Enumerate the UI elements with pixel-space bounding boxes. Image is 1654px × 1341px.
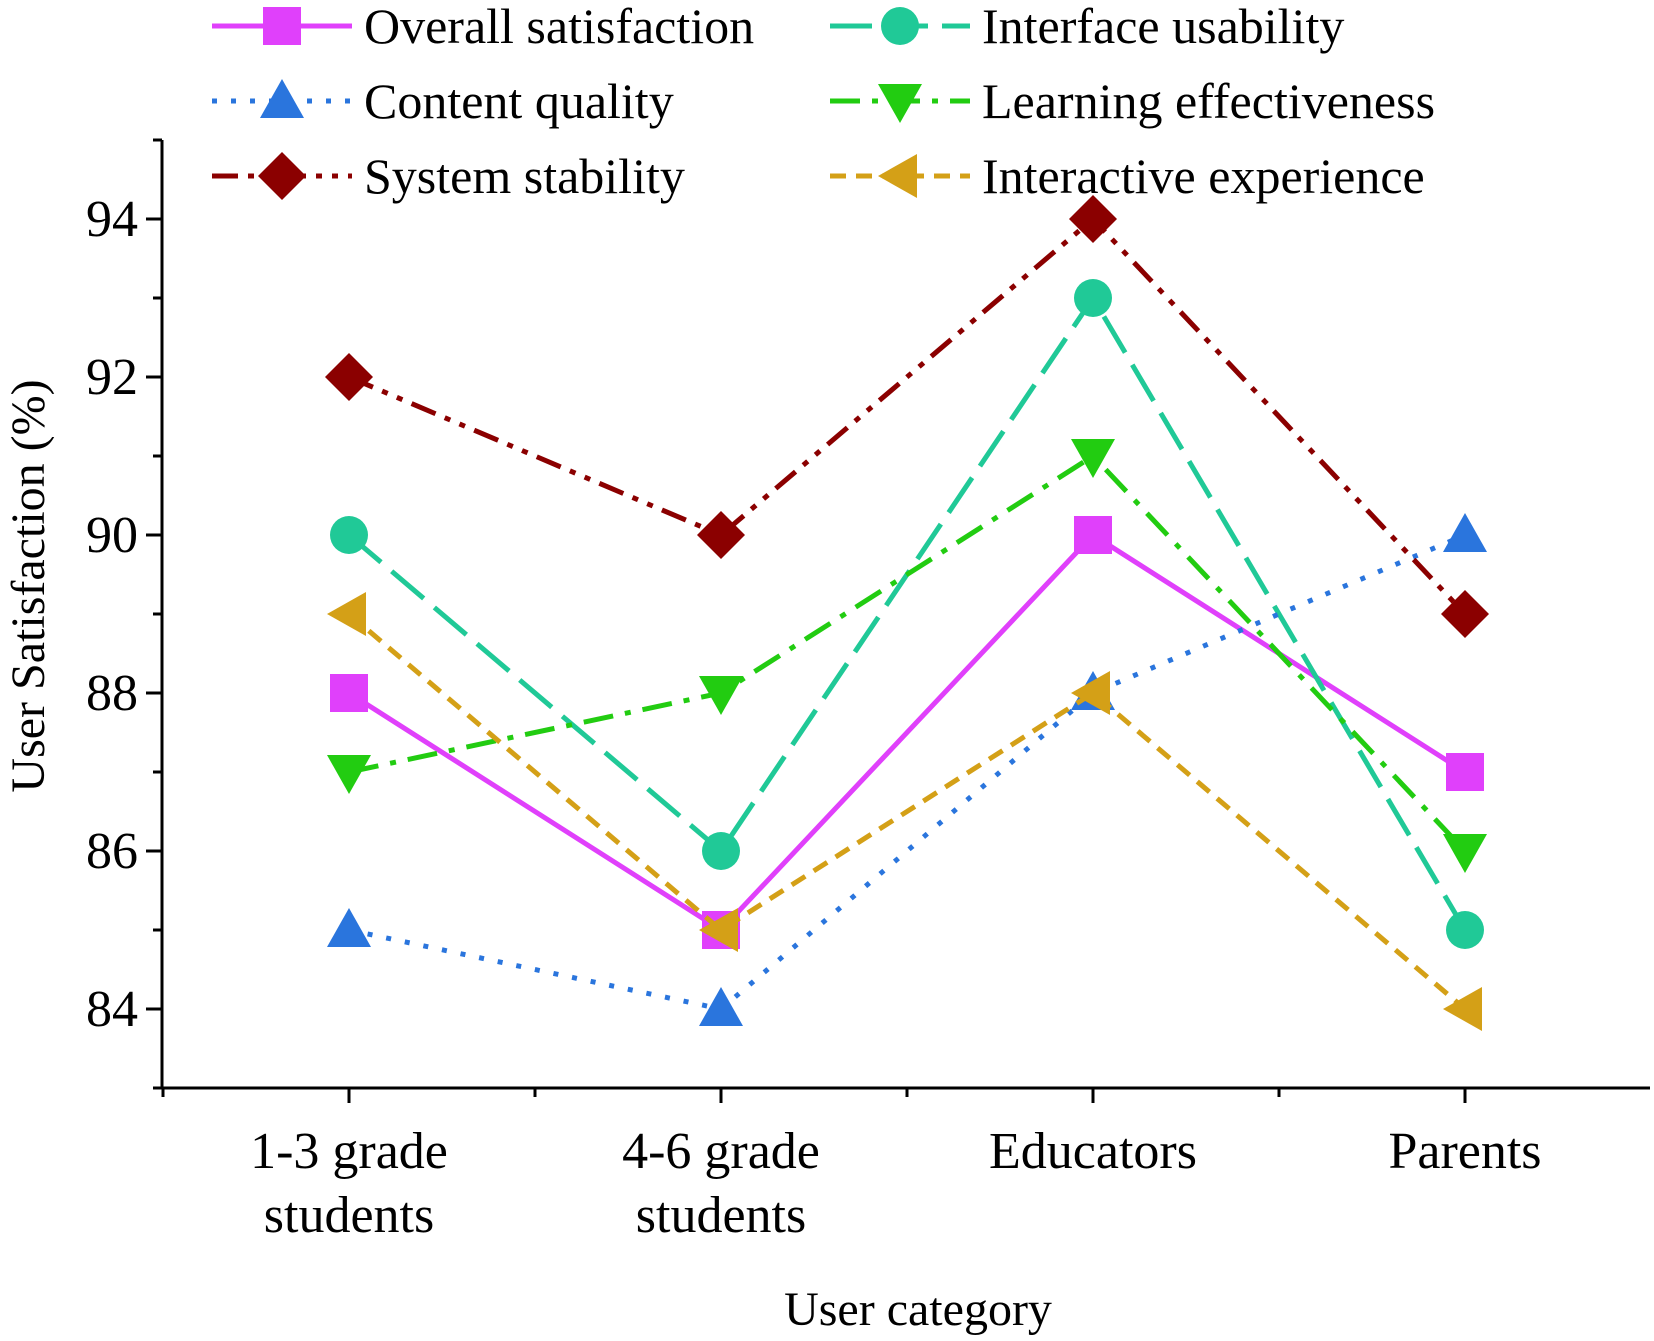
data-point <box>325 353 373 401</box>
legend-marker <box>258 152 306 200</box>
legend-label: Overall satisfaction <box>364 0 754 54</box>
legend-label: Learning effectiveness <box>982 73 1435 129</box>
legend-marker <box>878 154 917 198</box>
data-point <box>1069 195 1117 243</box>
data-point <box>1443 513 1487 552</box>
legend-marker <box>881 7 919 45</box>
x-tick-label: Parents <box>1388 1123 1541 1180</box>
data-point <box>1446 911 1484 949</box>
x-tick-label: 1-3 grade students <box>250 1123 448 1244</box>
legend-item: Learning effectiveness <box>830 73 1435 129</box>
data-point <box>330 516 368 554</box>
series-system-stability <box>325 195 1489 638</box>
y-tick-label: 84 <box>86 981 138 1038</box>
data-point <box>1446 753 1484 791</box>
legend-label: Content quality <box>364 73 674 129</box>
y-tick-label: 90 <box>86 507 138 564</box>
data-point <box>327 755 371 794</box>
data-point <box>1071 439 1115 478</box>
y-tick-label: 88 <box>86 665 138 722</box>
legend-item: Interface usability <box>830 0 1344 54</box>
legend-label: Interactive experience <box>982 148 1425 204</box>
series-line <box>348 453 1467 853</box>
legend-marker <box>263 7 301 45</box>
axes: 84 86 88 90 92 94 1-3 grade students 4-6 grade st… <box>86 138 1650 1244</box>
data-point <box>327 592 366 636</box>
series-line <box>348 532 1466 1012</box>
data-point <box>699 908 738 952</box>
series-line <box>347 612 1467 1011</box>
data-point <box>702 832 740 870</box>
y-tick-label: 86 <box>86 823 138 880</box>
series-line <box>348 216 1467 616</box>
data-point <box>1441 590 1489 638</box>
legend-item: Content quality <box>212 73 674 129</box>
data-point <box>1074 516 1112 554</box>
data-point <box>330 674 368 712</box>
data-point <box>699 987 743 1026</box>
legend-marker <box>260 79 304 118</box>
x-axis-title: User category <box>784 1283 1052 1336</box>
legend-item: Overall satisfaction <box>212 0 754 54</box>
series-learning-effectiveness <box>327 439 1487 873</box>
data-point <box>1074 279 1112 317</box>
data-point <box>699 676 743 715</box>
y-tick-label: 92 <box>86 349 138 406</box>
legend-item: Interactive experience <box>830 148 1425 204</box>
data-point <box>1443 987 1482 1031</box>
legend: Overall satisfaction Interface usability C… <box>212 0 1435 204</box>
series-overall-satisfaction <box>330 516 1484 949</box>
series-interface-usability <box>330 279 1484 949</box>
legend-item: System stability <box>212 148 685 204</box>
data-point <box>1443 834 1487 873</box>
y-axis-title: User Satisfaction (%) <box>2 379 55 792</box>
x-tick-label: Educators <box>989 1123 1197 1180</box>
legend-marker <box>878 84 922 123</box>
series-line <box>347 295 1468 932</box>
x-tick-label: 4-6 grade students <box>622 1123 820 1244</box>
series-layer <box>325 195 1489 1031</box>
data-point <box>697 511 745 559</box>
series-content-quality <box>327 513 1487 1026</box>
legend-label: System stability <box>364 148 685 204</box>
series-line <box>347 532 1467 933</box>
data-point <box>1071 671 1110 715</box>
series-interactive-experience <box>327 592 1482 1031</box>
data-point <box>327 908 371 947</box>
legend-label: Interface usability <box>982 0 1344 54</box>
y-tick-label: 94 <box>86 191 138 248</box>
